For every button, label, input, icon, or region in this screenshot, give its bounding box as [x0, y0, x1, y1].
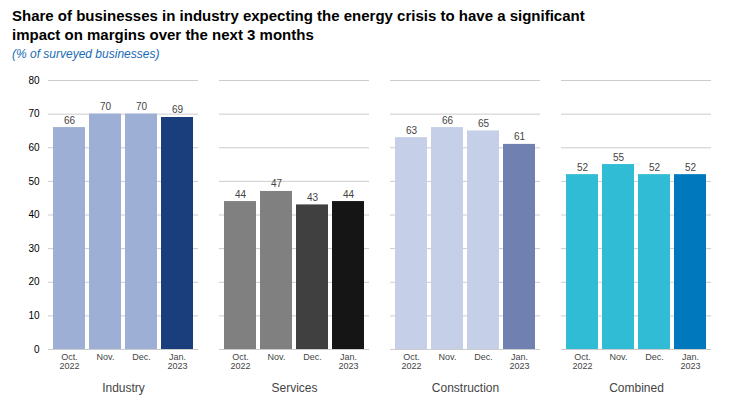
svg-text:Services: Services [271, 381, 317, 395]
svg-text:0: 0 [34, 344, 40, 355]
svg-text:Nov.: Nov. [610, 352, 628, 362]
svg-text:70: 70 [136, 101, 148, 112]
svg-text:44: 44 [343, 189, 355, 200]
svg-text:60: 60 [28, 142, 40, 153]
svg-text:20: 20 [28, 276, 40, 287]
svg-text:Dec.: Dec. [303, 352, 322, 362]
svg-text:61: 61 [514, 131, 526, 142]
html-text:(% of surveyed businesses): (% of surveyed businesses) [12, 47, 160, 61]
svg-text:10: 10 [28, 310, 40, 321]
svg-text:Nov.: Nov. [97, 352, 115, 362]
svg-text:Oct.2022: Oct.2022 [59, 352, 79, 371]
svg-text:65: 65 [478, 118, 490, 129]
svg-text:Oct.2022: Oct.2022 [572, 352, 592, 371]
svg-text:Dec.: Dec. [474, 352, 493, 362]
svg-text:Oct.2022: Oct.2022 [401, 352, 421, 371]
svg-text:52: 52 [685, 162, 697, 173]
svg-text:30: 30 [28, 243, 40, 254]
svg-text:47: 47 [271, 178, 283, 189]
svg-text:Dec.: Dec. [132, 352, 151, 362]
svg-text:Combined: Combined [609, 381, 664, 395]
svg-text:43: 43 [307, 192, 319, 203]
svg-text:69: 69 [172, 104, 184, 115]
html-text:impact on margins over the nex: impact on margins over the next 3 months [12, 26, 314, 43]
svg-text:Nov.: Nov. [268, 352, 286, 362]
svg-text:52: 52 [577, 162, 589, 173]
svg-text:Jan.2023: Jan.2023 [680, 352, 700, 371]
svg-text:Jan.2023: Jan.2023 [509, 352, 529, 371]
svg-text:80: 80 [28, 75, 40, 86]
html-text:Share of businesses in industr: Share of businesses in industry expectin… [12, 7, 585, 24]
svg-text:70: 70 [100, 101, 112, 112]
svg-text:52: 52 [649, 162, 661, 173]
svg-text:Industry: Industry [102, 381, 145, 395]
svg-text:55: 55 [613, 152, 625, 163]
svg-text:Jan.2023: Jan.2023 [338, 352, 358, 371]
svg-text:70: 70 [28, 108, 40, 119]
svg-text:Oct.2022: Oct.2022 [230, 352, 250, 371]
svg-text:63: 63 [406, 125, 418, 136]
svg-text:Dec.: Dec. [645, 352, 664, 362]
svg-text:40: 40 [28, 209, 40, 220]
svg-text:66: 66 [64, 115, 76, 126]
svg-text:50: 50 [28, 176, 40, 187]
svg-text:66: 66 [442, 115, 454, 126]
svg-text:44: 44 [235, 189, 247, 200]
svg-text:Nov.: Nov. [439, 352, 457, 362]
svg-text:Jan.2023: Jan.2023 [167, 352, 187, 371]
svg-text:Construction: Construction [432, 381, 499, 395]
